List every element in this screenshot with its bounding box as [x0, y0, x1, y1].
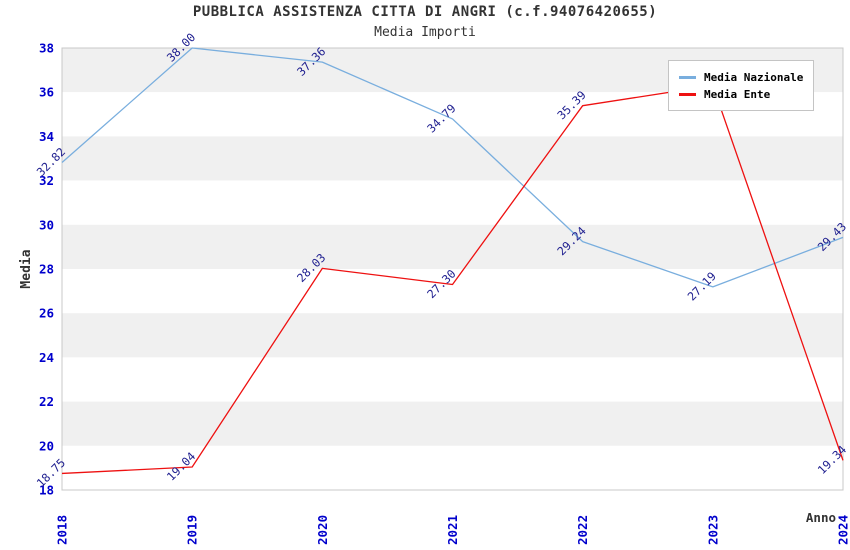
legend-label: Media Nazionale — [704, 71, 804, 84]
legend-line-swatch — [679, 93, 696, 96]
chart-subtitle: Media Importi — [374, 25, 476, 40]
y-tick-label: 18 — [39, 483, 54, 498]
y-tick-label: 22 — [39, 394, 54, 409]
grid-band — [62, 357, 843, 402]
y-tick-label: 32 — [39, 173, 54, 188]
x-tick-label: 2023 — [705, 515, 720, 545]
grid-band — [62, 269, 843, 314]
x-axis-label: Anno — [806, 510, 836, 525]
x-tick-label: 2021 — [445, 515, 460, 545]
grid-band — [62, 224, 843, 269]
grid-band — [62, 401, 843, 446]
y-axis-label: Media — [19, 249, 34, 288]
legend-item-media-nazionale: Media Nazionale — [679, 70, 803, 85]
legend-item-media-ente: Media Ente — [679, 87, 803, 102]
y-tick-label: 30 — [39, 217, 54, 232]
x-tick-label: 2019 — [185, 515, 200, 545]
grid-band — [62, 180, 843, 225]
x-tick-label: 2018 — [55, 515, 70, 545]
x-tick-label: 2024 — [836, 515, 850, 545]
legend-line-swatch — [679, 76, 696, 79]
y-tick-label: 20 — [39, 438, 54, 453]
x-tick-label: 2022 — [575, 515, 590, 545]
series-line-media-nazionale — [61, 47, 844, 288]
y-tick-label: 34 — [39, 129, 54, 144]
y-tick-label: 26 — [39, 306, 54, 321]
plot-border — [61, 47, 844, 491]
x-tick-label: 2020 — [315, 515, 330, 545]
y-tick-label: 24 — [39, 350, 54, 365]
legend-label: Media Ente — [704, 88, 771, 101]
chart-title: PUBBLICA ASSISTENZA CITTA DI ANGRI (c.f.… — [192, 4, 658, 20]
y-tick-label: 38 — [39, 41, 54, 56]
grid-band — [62, 313, 843, 358]
y-tick-label: 28 — [39, 262, 54, 277]
chart-legend: Media Nazionale Media Ente — [668, 60, 814, 111]
grid-band — [62, 445, 843, 490]
y-tick-label: 36 — [39, 85, 54, 100]
grid-band — [62, 136, 843, 181]
